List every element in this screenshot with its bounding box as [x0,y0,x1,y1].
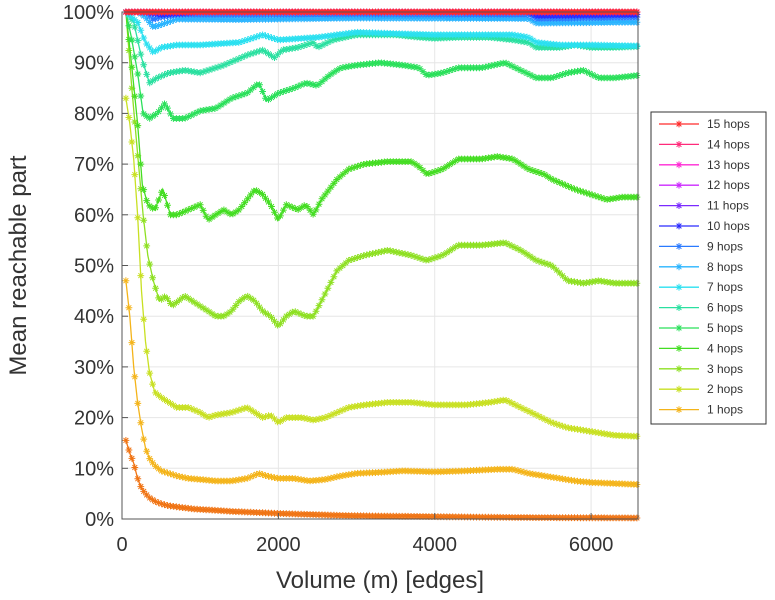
legend-item: 4 hops [659,341,743,355]
y-tick-label: 90% [74,53,114,75]
grid [121,11,638,520]
x-axis-title: Volume (m) [edges] [276,567,484,594]
x-tick-label: 4000 [412,534,457,556]
legend-item: 13 hops [659,158,750,172]
legend-item: 6 hops [659,301,743,315]
legend-marker [675,141,683,148]
legend-marker [675,385,683,393]
series-markers [122,277,641,488]
legend-marker [675,263,683,271]
legend-marker [675,283,683,291]
legend-item: 8 hops [659,260,743,274]
legend-item: 9 hops [659,239,743,253]
series-line [125,98,639,438]
legend-item: 15 hops [659,117,750,131]
legend-label: 7 hops [707,280,743,294]
series-markers [122,437,641,522]
series-line [125,11,638,328]
series-0-hops [122,437,641,522]
legend-marker [675,161,683,169]
legend-marker [675,120,683,128]
y-tick-label: 10% [74,458,114,480]
legend-label: 4 hops [707,341,743,355]
legend-label: 2 hops [707,382,743,396]
x-tick-label: 0 [116,534,127,556]
legend-item: 7 hops [659,280,743,294]
legend-label: 11 hops [707,199,749,213]
x-tick-label: 6000 [569,534,614,556]
series-7-hops [122,8,641,56]
series-1-hops [122,277,641,488]
legend-label: 15 hops [707,117,750,131]
legend-item: 5 hops [659,321,743,335]
legend-marker [675,222,683,230]
legend-marker [675,181,683,189]
y-tick-label: 0% [85,509,114,531]
legend-label: 1 hops [707,403,743,417]
legend-label: 14 hops [707,137,750,151]
legend-item: 2 hops [659,382,743,396]
y-tick-label: 80% [74,103,114,125]
legend: 15 hops 14 hops 13 hops 12 hops 11 hops 10 ho… [650,111,767,425]
legend-marker [675,304,683,311]
series-markers [122,94,641,440]
legend-label: 8 hops [707,260,743,274]
series-4-hops [122,8,641,223]
legend-marker [675,365,683,373]
series-3-hops [122,8,641,329]
legend-item: 12 hops [659,178,750,192]
y-tick-label: 50% [74,256,114,278]
y-tick-label: 40% [74,306,114,328]
legend-label: 13 hops [707,158,750,172]
legend-marker [675,324,683,332]
y-tick-label: 70% [74,154,114,176]
legend-marker [675,345,683,352]
y-axis-title: Mean reachable part [5,155,32,375]
legend-item: 3 hops [659,362,743,376]
legend-box [650,111,767,425]
y-tick-label: 100% [63,2,114,24]
legend-label: 6 hops [707,301,743,315]
legend-label: 3 hops [707,362,743,376]
legend-item: 10 hops [659,219,750,233]
legend-label: 9 hops [707,239,743,253]
series-2-hops [122,94,641,440]
series-markers [122,8,641,329]
series-markers [122,8,641,223]
legend-item: 11 hops [659,199,749,213]
legend-label: 5 hops [707,321,743,335]
legend-marker [675,243,683,250]
series-5-hops [122,8,641,122]
legend-marker [675,202,683,209]
x-axis: 0 2000 4000 6000 [116,513,613,556]
y-axis: 0% 10% 20% 30% 40% 50% 60% 70% 80% 90% 100% [63,2,128,531]
legend-marker [675,406,683,413]
legend-label: 12 hops [707,178,750,192]
y-tick-label: 30% [74,357,114,379]
legend-item: 14 hops [659,137,750,151]
legend-label: 10 hops [707,219,750,233]
y-tick-label: 60% [74,205,114,227]
x-tick-label: 2000 [256,534,301,556]
y-tick-label: 20% [74,408,114,430]
legend-item: 1 hops [659,403,743,417]
